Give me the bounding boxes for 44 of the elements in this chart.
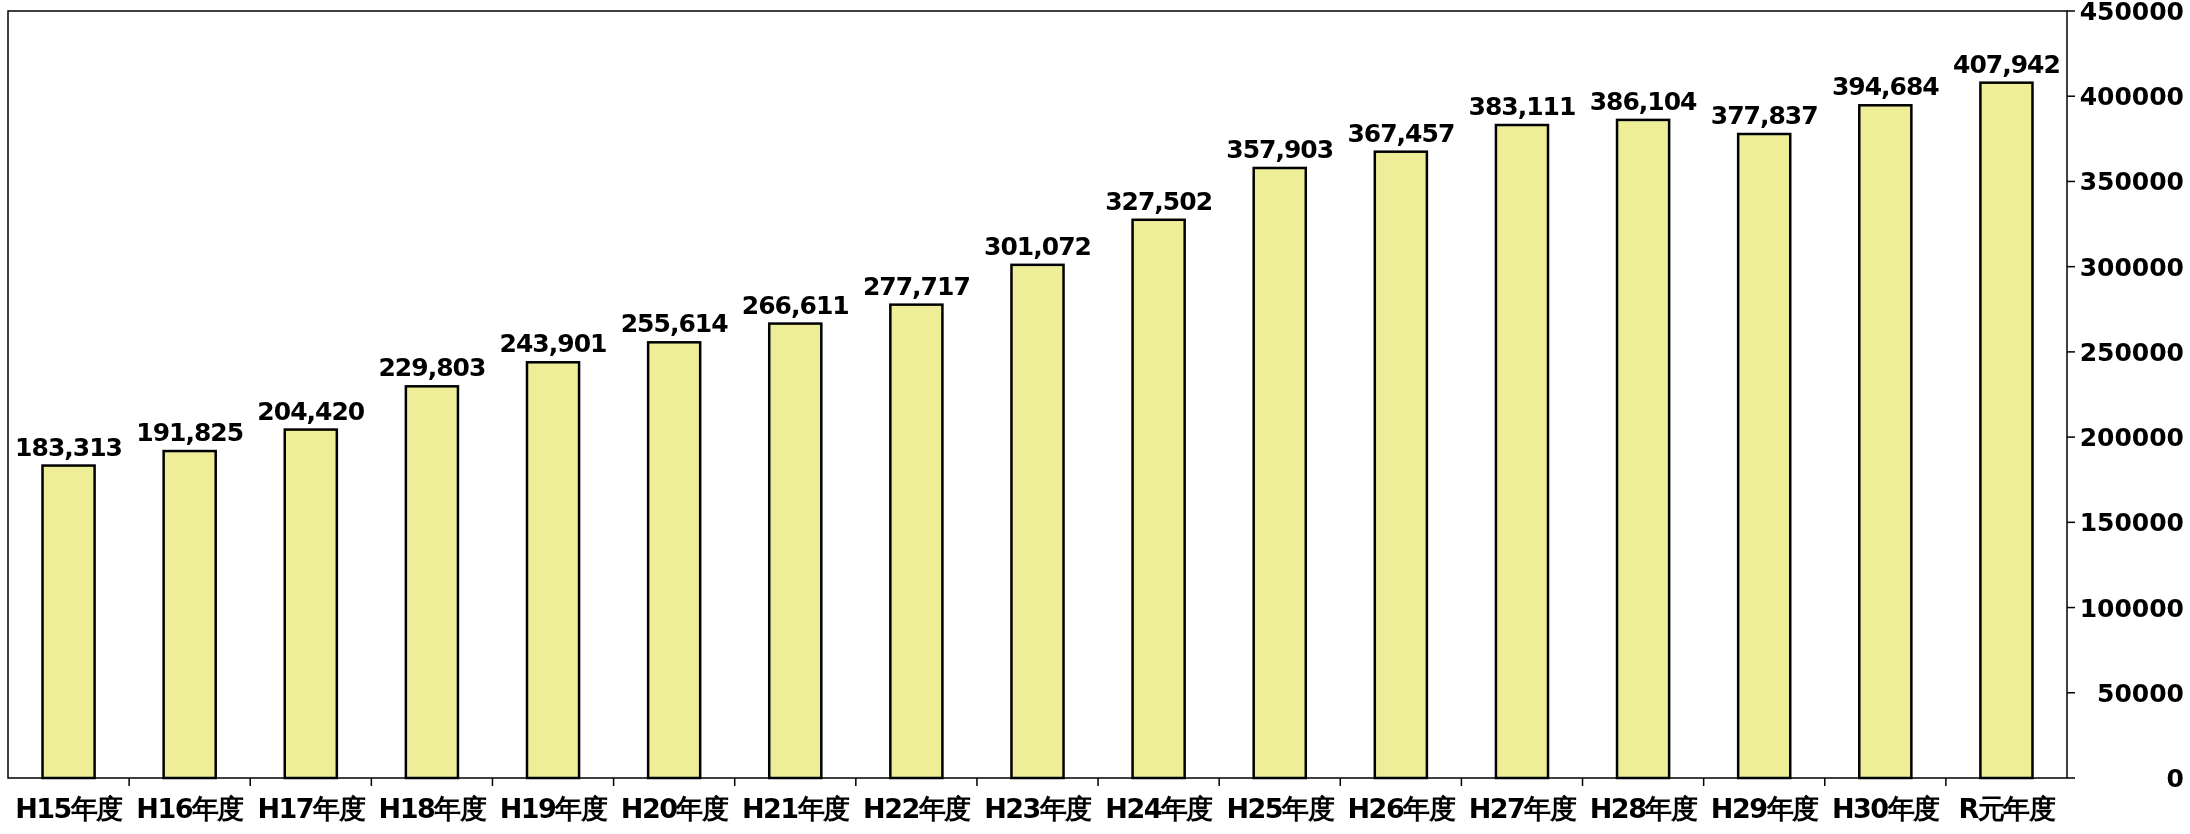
x-tick-label: H20年度 [620, 793, 729, 824]
y-tick-label: 350000 [2079, 167, 2184, 197]
y-tick-label: 100000 [2079, 593, 2184, 623]
data-label: 255,614 [620, 309, 729, 339]
data-label: 394,684 [1831, 72, 1940, 102]
x-tick-label: H24年度 [1105, 793, 1214, 824]
x-tick-label: H25年度 [1226, 793, 1335, 824]
x-tick-label: H28年度 [1589, 793, 1698, 824]
x-tick-label: H15年度 [15, 793, 124, 824]
x-tick-label: H16年度 [136, 793, 245, 824]
x-tick-label: H17年度 [257, 793, 366, 824]
y-tick-label: 400000 [2079, 82, 2184, 112]
x-tick-label: R元年度 [1958, 793, 2056, 824]
data-label: 204,420 [257, 396, 365, 426]
data-label: 327,502 [1105, 186, 1213, 216]
x-tick-label: H21年度 [741, 793, 851, 824]
data-label: 301,072 [984, 231, 1091, 261]
y-tick-label: 50000 [2097, 678, 2184, 708]
x-tick-label: H23年度 [984, 793, 1093, 824]
x-tick-label: H26年度 [1347, 793, 1456, 824]
y-tick-label: 250000 [2079, 337, 2184, 367]
x-tick-label: H27年度 [1468, 793, 1577, 824]
y-tick-label: 200000 [2079, 423, 2184, 453]
y-tick-label: 0 [2166, 764, 2184, 793]
data-label: 191,825 [136, 418, 244, 448]
data-label: 367,457 [1347, 118, 1455, 148]
data-label: 383,111 [1468, 92, 1576, 122]
data-label: 407,942 [1953, 49, 2060, 79]
data-label: 183,313 [15, 432, 122, 462]
y-tick-label: 150000 [2079, 508, 2184, 538]
x-tick-label: H18年度 [378, 793, 487, 824]
data-label: 377,837 [1710, 101, 1818, 130]
data-label: 386,104 [1589, 86, 1698, 116]
data-label: 357,903 [1226, 134, 1334, 164]
x-tick-label: H22年度 [863, 793, 972, 824]
data-label: 277,717 [862, 271, 970, 301]
x-tick-label: H29年度 [1710, 793, 1820, 824]
data-label: 266,611 [741, 290, 849, 320]
y-tick-label: 450000 [2079, 0, 2184, 26]
x-tick-label: H30年度 [1831, 793, 1941, 824]
data-label: 229,803 [378, 353, 486, 383]
data-label: 243,901 [499, 329, 607, 359]
x-tick-label: H19年度 [499, 793, 608, 824]
y-tick-label: 300000 [2079, 252, 2184, 282]
